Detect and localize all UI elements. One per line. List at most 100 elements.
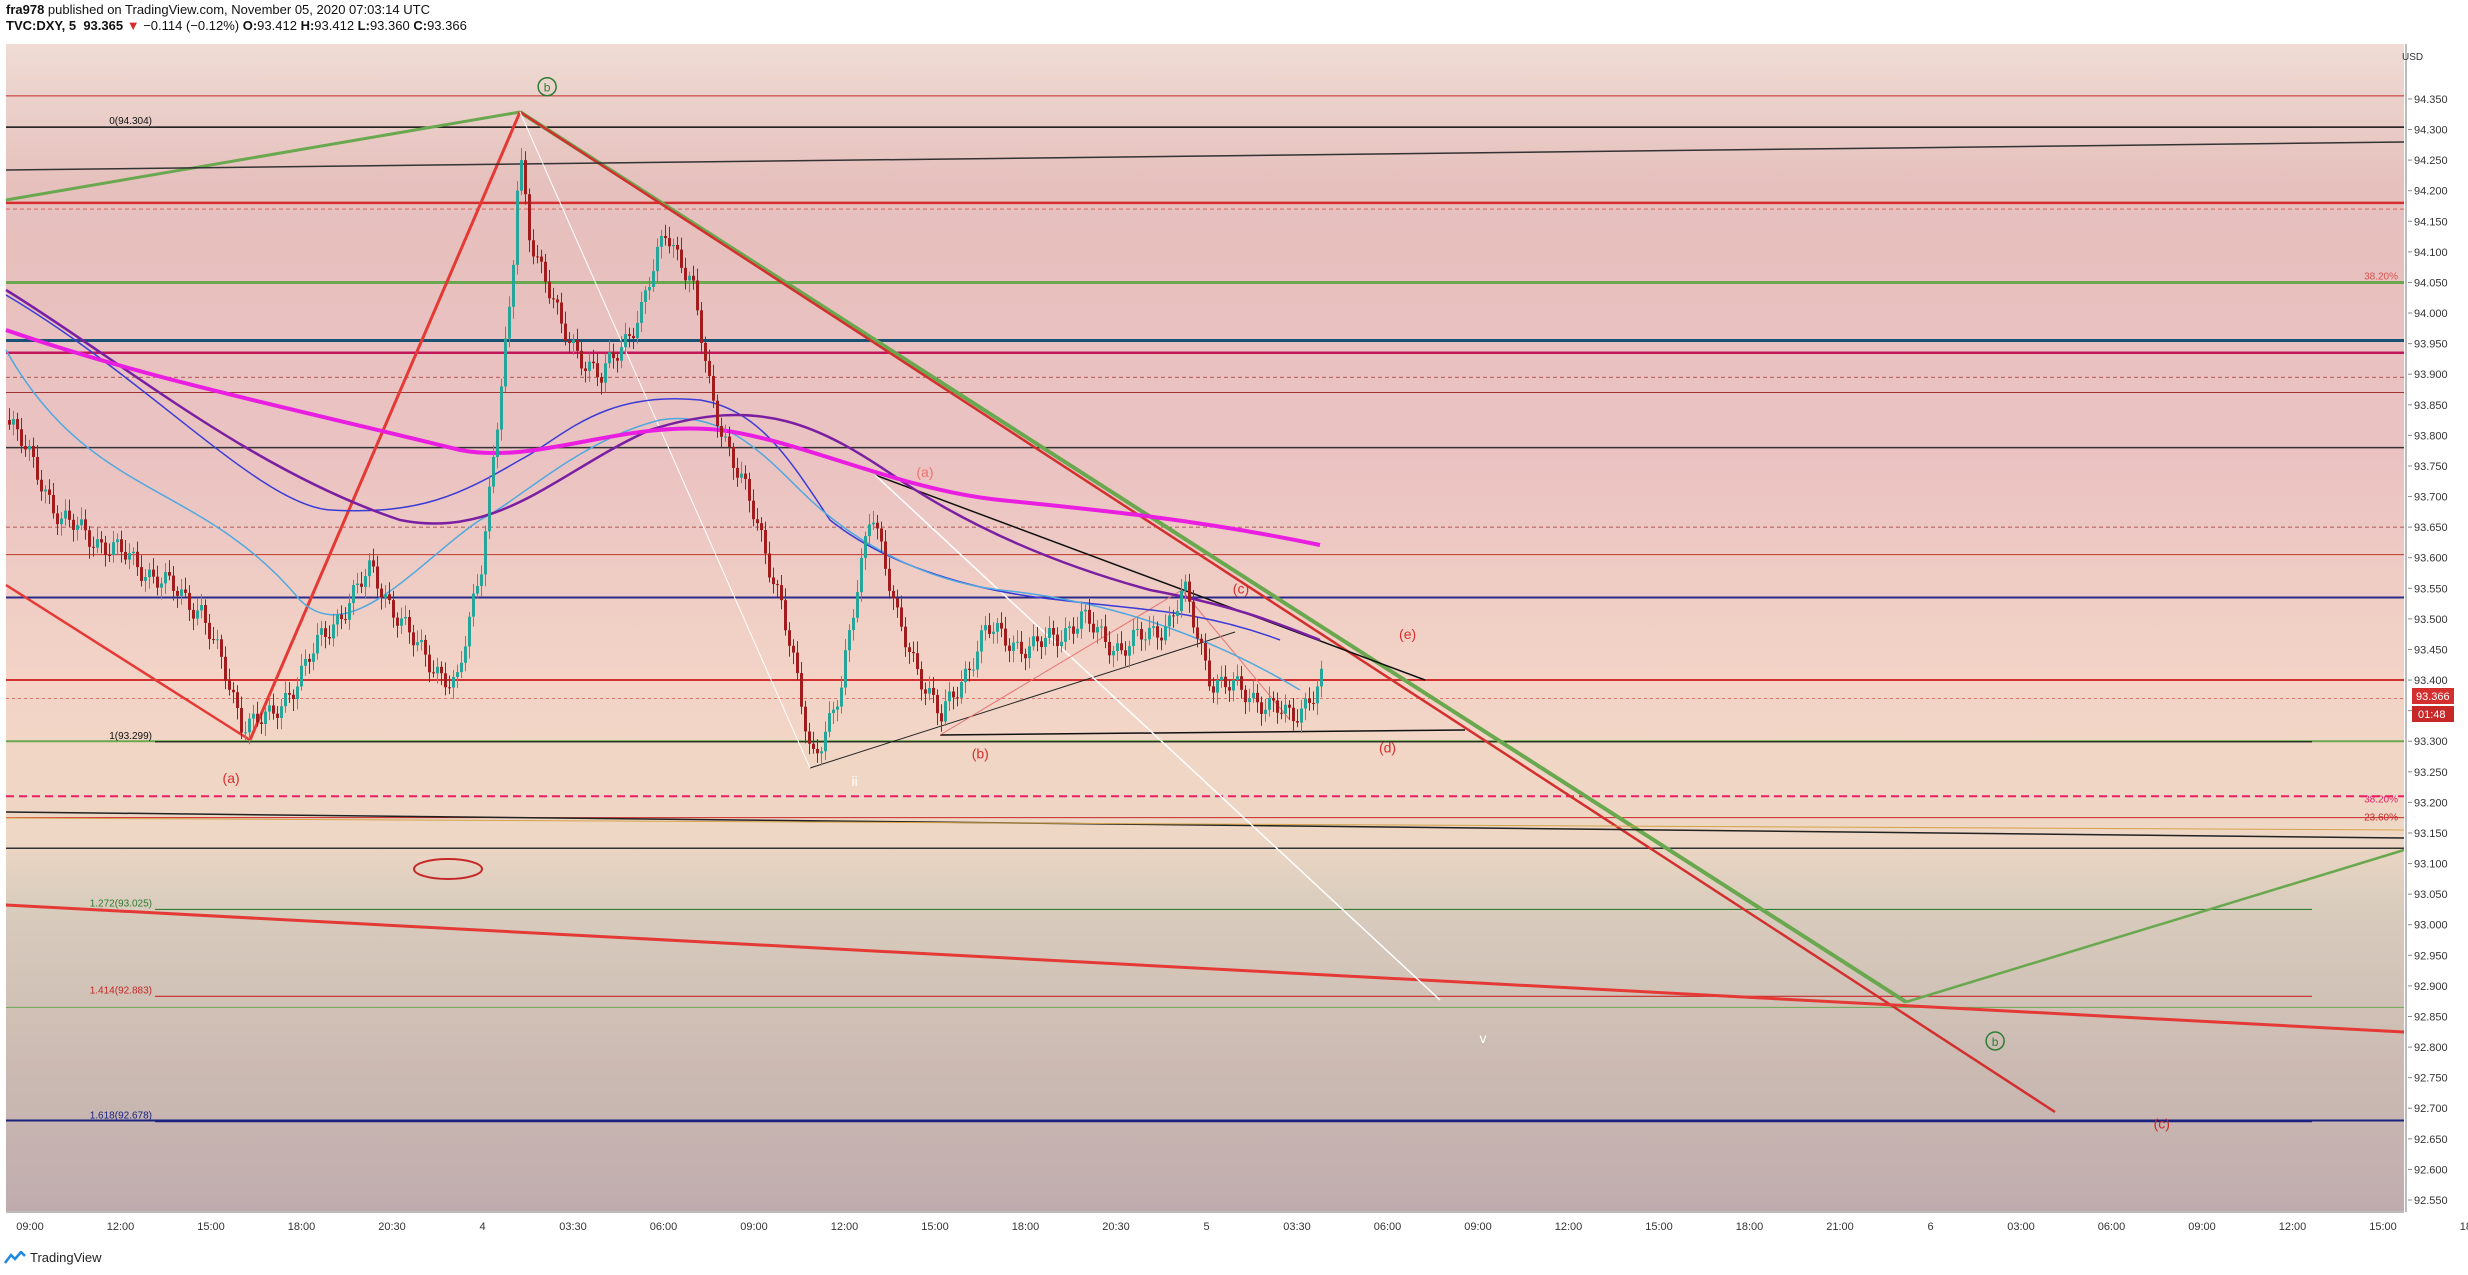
candle-body — [168, 572, 171, 576]
trend-line[interactable] — [939, 589, 1183, 736]
x-tick-label: 18:00 — [1736, 1221, 1764, 1233]
moving-average-line[interactable] — [5, 349, 1301, 691]
candle-body — [932, 687, 935, 695]
candle-body — [1204, 642, 1207, 661]
moving-average-line[interactable] — [5, 328, 1321, 547]
candle-body — [60, 518, 63, 525]
candle-body — [56, 513, 59, 525]
candle-body — [372, 560, 375, 567]
candle-body — [36, 457, 39, 480]
candle-body — [836, 706, 839, 710]
candle-body — [104, 542, 107, 555]
trend-line[interactable] — [5, 110, 521, 202]
candle-body — [584, 368, 587, 371]
plot-area[interactable] — [6, 44, 2404, 1211]
candle-body — [332, 624, 335, 639]
candle-body — [888, 568, 891, 591]
wave-label: (a) — [223, 770, 240, 786]
candle-body — [612, 352, 615, 359]
candle-body — [1104, 626, 1107, 642]
candle-body — [176, 590, 179, 596]
trend-line[interactable] — [518, 110, 1908, 1004]
candle-body — [1276, 700, 1279, 713]
trend-line[interactable] — [809, 631, 1236, 769]
y-tick-label: 93.100 — [2414, 859, 2448, 871]
candle-body — [1016, 641, 1019, 643]
candle-body — [784, 600, 787, 631]
moving-average-line[interactable] — [5, 294, 1281, 641]
x-tick-label: 09:00 — [1464, 1221, 1492, 1233]
wave-label: (a) — [916, 464, 933, 480]
candle-body — [652, 271, 655, 287]
candle-body — [688, 275, 691, 281]
moving-average-line[interactable] — [5, 288, 1321, 642]
wave-label: (b) — [972, 745, 989, 761]
candle-body — [20, 429, 23, 447]
candle-body — [704, 342, 707, 361]
author-name[interactable]: fra978 — [6, 2, 45, 17]
candle-body — [8, 420, 11, 425]
candle-body — [476, 585, 479, 594]
candle-body — [424, 639, 427, 655]
candle-body — [116, 539, 119, 543]
currency-label: USD — [2402, 52, 2423, 63]
x-tick-label: 12:00 — [1555, 1221, 1583, 1233]
y-tick-label: 92.700 — [2414, 1103, 2448, 1115]
candle-body — [496, 429, 499, 458]
candle-body — [504, 338, 507, 387]
fib-level-label: 1.272(93.025) — [90, 898, 152, 909]
candle-body — [160, 583, 163, 588]
candle-body — [288, 692, 291, 695]
y-tick-label: 93.450 — [2414, 644, 2448, 656]
x-tick-label: 12:00 — [831, 1221, 859, 1233]
candle-body — [300, 665, 303, 687]
x-tick-label: 06:00 — [2098, 1221, 2126, 1233]
y-tick-label: 92.750 — [2414, 1073, 2448, 1085]
trend-line[interactable] — [874, 474, 1426, 681]
trend-line[interactable] — [5, 811, 2405, 839]
candle-body — [800, 673, 803, 707]
candle-body — [48, 489, 51, 495]
trend-line[interactable] — [874, 474, 1441, 1001]
candle-body — [900, 607, 903, 627]
candle-body — [1220, 676, 1223, 681]
candle-body — [716, 400, 719, 427]
candle-body — [1068, 626, 1071, 629]
candle-body — [180, 589, 183, 596]
candle-body — [252, 713, 255, 719]
candle-body — [1072, 626, 1075, 634]
candle-body — [1124, 650, 1127, 656]
y-tick-label: 93.900 — [2414, 369, 2448, 381]
candle-body — [428, 654, 431, 673]
y-tick-label: 93.000 — [2414, 920, 2448, 932]
trend-line[interactable] — [5, 583, 251, 742]
trend-line[interactable] — [1905, 848, 2405, 1004]
candle-body — [132, 551, 135, 554]
candle-body — [136, 551, 139, 568]
chart-header: fra978 published on TradingView.com, Nov… — [6, 2, 467, 34]
trend-line[interactable] — [5, 903, 2405, 1034]
candle-body — [1152, 626, 1155, 628]
time-axis[interactable]: 09:00 12:00 15:00 18:00 20:30 4 03:30 06:00 09:0… — [6, 1211, 2468, 1233]
trend-line[interactable] — [5, 141, 2405, 171]
candle-body — [552, 298, 555, 300]
y-tick-label: 93.750 — [2414, 461, 2448, 473]
candle-body — [580, 350, 583, 369]
candle-body — [1140, 628, 1143, 640]
candle-body — [224, 656, 227, 681]
price-axis[interactable]: 94.350 94.300 94.250 94.200 94.150 94.100 94.0… — [2405, 44, 2448, 1212]
trend-line[interactable] — [519, 111, 811, 769]
trend-line[interactable] — [248, 111, 522, 741]
highlight-ellipse[interactable] — [413, 858, 483, 880]
candle-body — [1112, 650, 1115, 656]
trend-line[interactable] — [5, 817, 2405, 831]
trend-line[interactable] — [519, 110, 2056, 1114]
trend-line[interactable] — [939, 729, 1466, 736]
change-value: −0.114 (−0.12%) — [143, 18, 240, 33]
candle-body — [448, 687, 451, 689]
candle-body — [312, 653, 315, 662]
x-tick-label: 15:00 — [1645, 1221, 1673, 1233]
candle-body — [672, 244, 675, 247]
candle-body — [972, 669, 975, 671]
